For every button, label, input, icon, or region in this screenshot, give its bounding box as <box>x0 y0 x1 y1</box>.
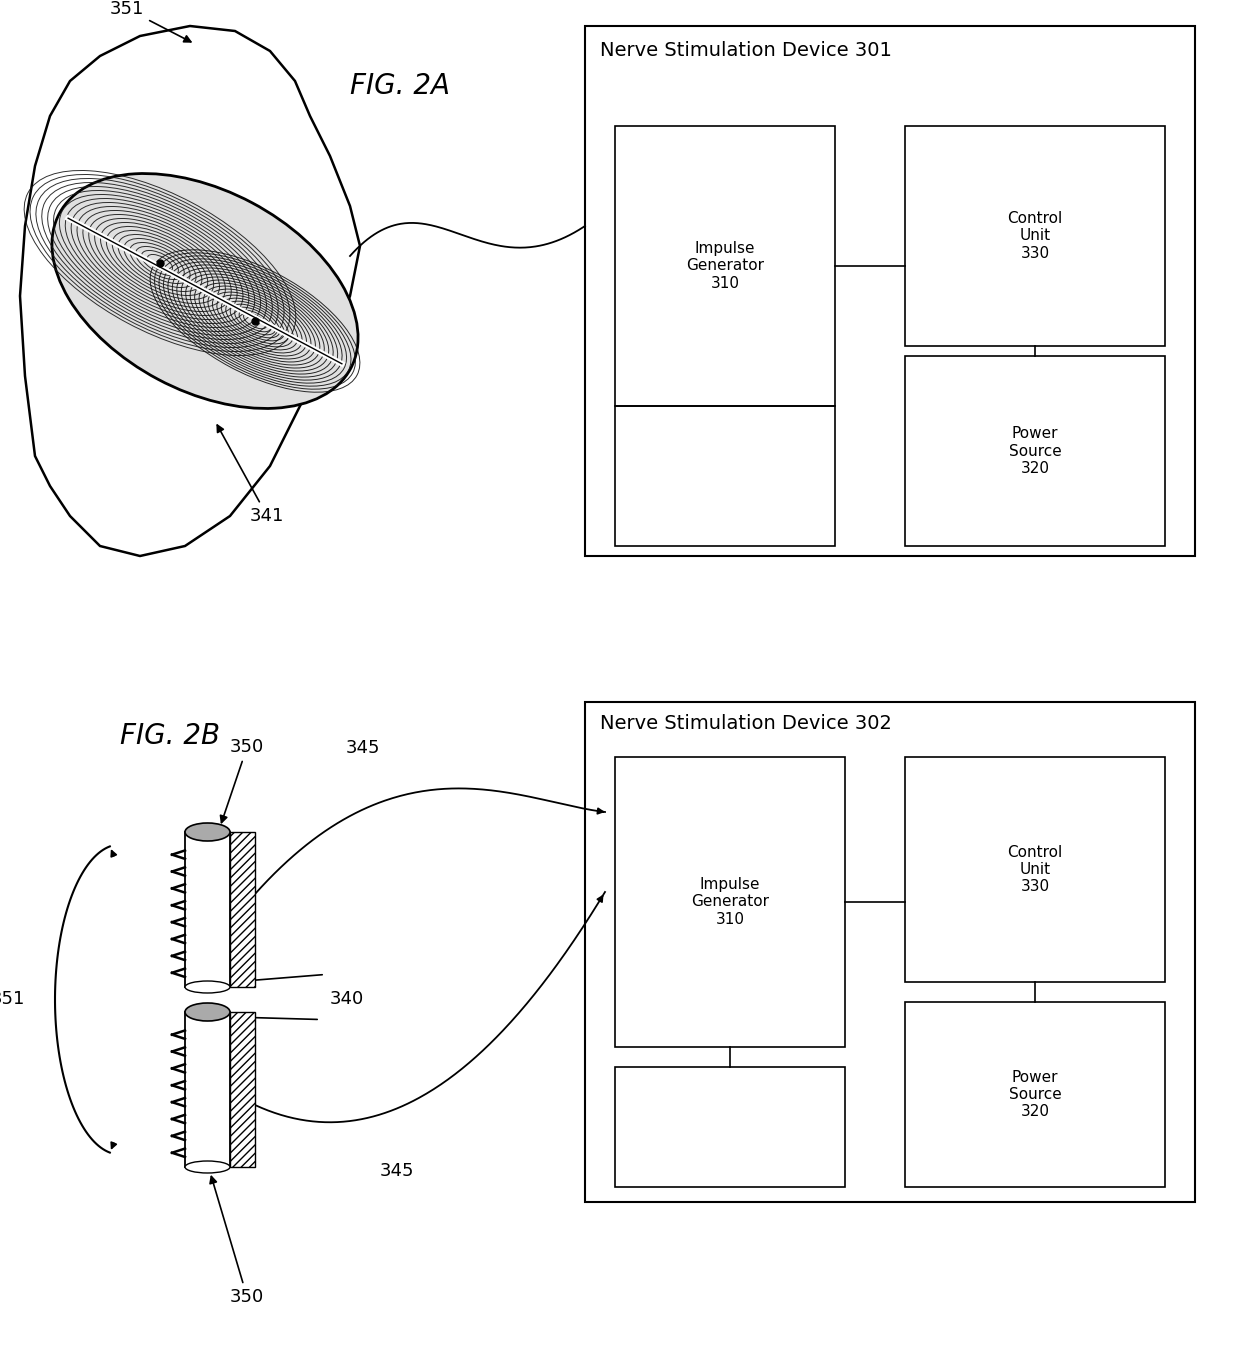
Text: FIG. 2B: FIG. 2B <box>120 722 219 750</box>
Bar <box>905 356 1166 546</box>
Bar <box>615 126 835 406</box>
Bar <box>185 831 229 987</box>
Ellipse shape <box>185 1003 229 1021</box>
Bar <box>615 1067 844 1187</box>
Bar <box>229 1013 255 1167</box>
Bar <box>615 757 844 1046</box>
Bar <box>585 26 1195 556</box>
Bar <box>905 757 1166 982</box>
Text: 340: 340 <box>330 991 365 1009</box>
Text: Power
Source
320: Power Source 320 <box>1008 1069 1061 1119</box>
Ellipse shape <box>185 1161 229 1174</box>
Bar <box>229 831 255 987</box>
Text: 350: 350 <box>221 738 264 822</box>
Text: Power
Source
320: Power Source 320 <box>1008 426 1061 476</box>
Text: Nerve Stimulation Device 301: Nerve Stimulation Device 301 <box>600 41 892 59</box>
Ellipse shape <box>185 823 229 841</box>
Ellipse shape <box>52 173 358 408</box>
Text: Control
Unit
330: Control Unit 330 <box>1007 845 1063 895</box>
Text: 351: 351 <box>0 991 25 1009</box>
Ellipse shape <box>185 982 229 992</box>
Bar <box>615 406 835 546</box>
Bar <box>905 126 1166 346</box>
Text: Impulse
Generator
310: Impulse Generator 310 <box>691 877 769 927</box>
Bar <box>585 702 1195 1202</box>
Text: Control
Unit
330: Control Unit 330 <box>1007 211 1063 261</box>
Text: 341: 341 <box>217 425 284 525</box>
Text: Impulse
Generator
310: Impulse Generator 310 <box>686 241 764 291</box>
Text: FIG. 2A: FIG. 2A <box>350 72 450 100</box>
Text: 345: 345 <box>346 740 379 757</box>
Text: 350: 350 <box>210 1176 264 1306</box>
Text: Nerve Stimulation Device 302: Nerve Stimulation Device 302 <box>600 714 892 733</box>
Text: 345: 345 <box>379 1161 414 1180</box>
Bar <box>185 1013 229 1167</box>
Bar <box>905 1002 1166 1187</box>
Text: 351: 351 <box>110 0 191 42</box>
